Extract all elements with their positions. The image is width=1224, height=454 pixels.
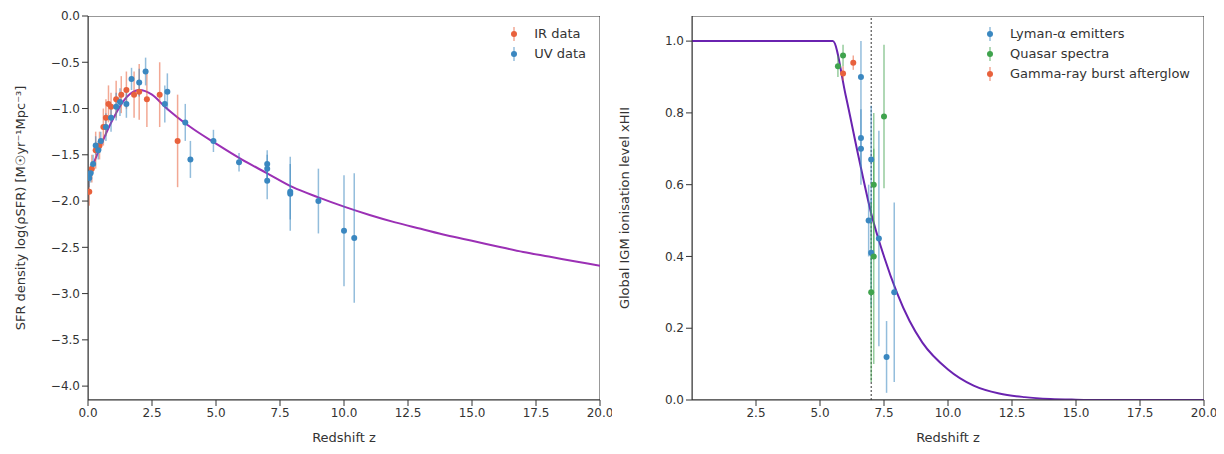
svg-text:−1.5: −1.5	[51, 148, 80, 162]
svg-text:0.2: 0.2	[665, 321, 684, 335]
svg-text:10.0: 10.0	[935, 406, 962, 420]
html-text:Lyman-α emitters: Lyman-α emitters	[1010, 26, 1125, 41]
svg-text:20.0: 20.0	[587, 406, 612, 420]
svg-text:SFR density log(ρSFR) [M☉yr⁻¹M: SFR density log(ρSFR) [M☉yr⁻¹Mpc⁻³]	[13, 86, 28, 331]
svg-text:12.5: 12.5	[999, 406, 1026, 420]
svg-text:12.5: 12.5	[395, 406, 422, 420]
svg-text:−2.5: −2.5	[51, 241, 80, 255]
svg-text:Redshift z: Redshift z	[312, 430, 376, 445]
svg-text:10.0: 10.0	[331, 406, 358, 420]
svg-text:0.6: 0.6	[665, 178, 684, 192]
svg-text:5.0: 5.0	[810, 406, 829, 420]
svg-text:−1.0: −1.0	[51, 102, 80, 116]
svg-text:−4.0: −4.0	[51, 379, 80, 393]
svg-text:2.5: 2.5	[746, 406, 765, 420]
svg-text:5.0: 5.0	[206, 406, 225, 420]
svg-text:1.0: 1.0	[665, 34, 684, 48]
html-text:Quasar spectra: Quasar spectra	[1010, 46, 1110, 61]
svg-text:15.0: 15.0	[459, 406, 486, 420]
svg-text:7.5: 7.5	[270, 406, 289, 420]
svg-text:0.0: 0.0	[78, 406, 97, 420]
html-text:UV data: UV data	[534, 46, 586, 61]
svg-text:−3.0: −3.0	[51, 287, 80, 301]
svg-text:17.5: 17.5	[523, 406, 550, 420]
svg-text:−2.0: −2.0	[51, 194, 80, 208]
svg-text:−3.5: −3.5	[51, 333, 80, 347]
svg-text:20.0: 20.0	[1191, 406, 1216, 420]
svg-text:0.8: 0.8	[665, 106, 684, 120]
svg-text:2.5: 2.5	[142, 406, 161, 420]
svg-text:7.5: 7.5	[874, 406, 893, 420]
svg-text:Redshift z: Redshift z	[916, 430, 980, 445]
svg-text:17.5: 17.5	[1127, 406, 1154, 420]
svg-text:0.0: 0.0	[61, 9, 80, 23]
svg-text:15.0: 15.0	[1063, 406, 1090, 420]
svg-text:Global IGM ionisation level xH: Global IGM ionisation level xHII	[617, 107, 632, 309]
svg-text:−0.5: −0.5	[51, 56, 80, 70]
svg-text:0.4: 0.4	[665, 250, 684, 264]
html-text:Gamma-ray burst afterglow: Gamma-ray burst afterglow	[1010, 66, 1190, 81]
svg-text:0.0: 0.0	[665, 393, 684, 407]
html-text:IR data: IR data	[534, 26, 581, 41]
